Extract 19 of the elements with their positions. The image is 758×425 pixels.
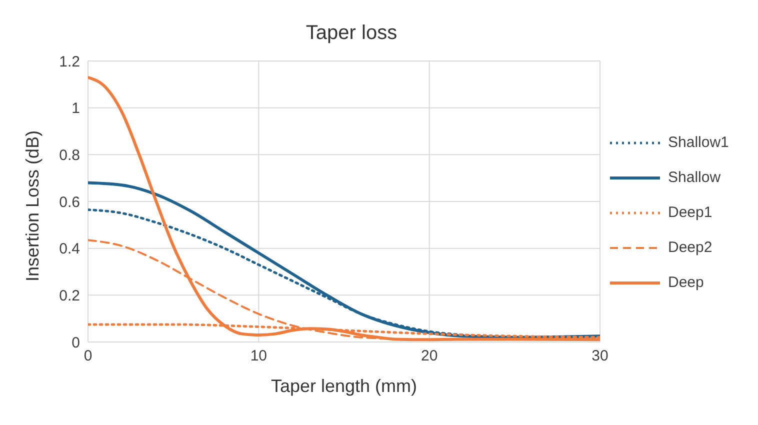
x-tick-label: 10 [250,348,268,365]
y-tick-label: 1.2 [59,53,80,70]
legend-label: Deep2 [668,239,712,256]
legend-label: Deep1 [668,204,712,221]
legend-label: Shallow1 [668,134,729,151]
legend-label: Shallow [668,169,721,186]
y-axis-title: Insertion Loss (dB) [22,130,42,282]
y-tick-label: 0.2 [59,287,80,304]
y-tick-label: 0 [72,334,80,352]
y-tick-label: 1 [72,100,80,118]
x-tick-label: 30 [592,348,608,365]
legend-label: Deep [668,274,704,291]
x-tick-label: 20 [420,348,438,365]
chart-title: Taper loss [304,22,398,45]
y-tick-label: 0.6 [59,194,80,211]
x-axis-title: Taper length (mm) [270,376,418,396]
y-tick-label: 0.8 [59,146,80,164]
x-tick-label: 0 [84,348,92,365]
y-tick-label: 0.4 [59,240,80,258]
